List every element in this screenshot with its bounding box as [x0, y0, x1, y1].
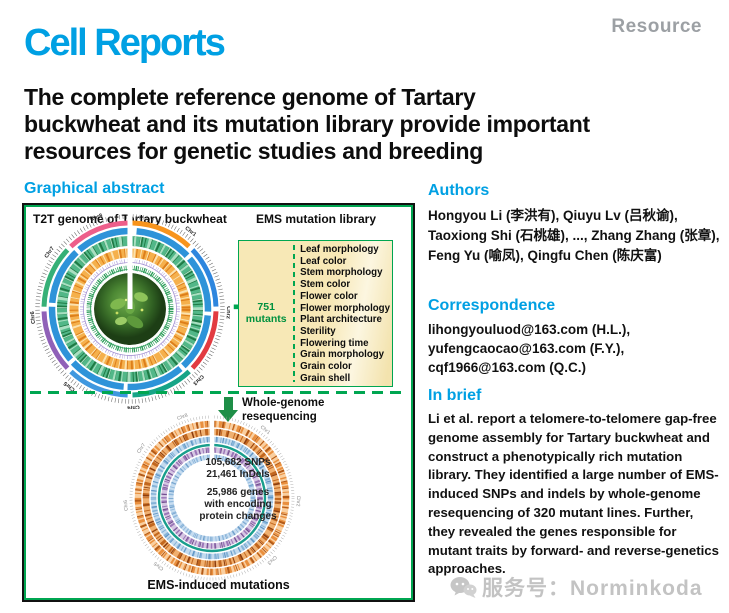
- svg-text:Chr6: Chr6: [123, 500, 130, 512]
- graphical-abstract-heading: Graphical abstract: [24, 180, 165, 197]
- svg-text:Chr7: Chr7: [136, 442, 147, 454]
- article-title-line: resources for genetic studies and breedi…: [24, 138, 484, 164]
- trait-item: Stem color: [300, 279, 351, 291]
- watermark-label: 服务号：Norminkoda: [482, 577, 703, 600]
- authors-heading: Authors: [428, 182, 490, 199]
- trait-item: Leaf morphology: [300, 244, 379, 255]
- ems-library-title: EMS mutation library: [255, 212, 377, 226]
- resource-type-label: Resource: [611, 16, 702, 37]
- watermark: 服务号：Norminkoda: [450, 572, 703, 602]
- journal-logo: Cell Reports: [24, 22, 226, 64]
- trait-item: Stem morphology: [300, 267, 383, 279]
- correspondence-heading: Correspondence: [428, 297, 556, 314]
- in-brief-heading: In brief: [428, 387, 482, 404]
- svg-text:Chr3: Chr3: [266, 554, 278, 566]
- svg-text:Chr1: Chr1: [184, 226, 198, 238]
- trait-item: Grain morphology: [300, 349, 385, 361]
- resequencing-label: Whole-genome resequencing: [242, 397, 325, 424]
- graphical-abstract-panel: T2T genome of Tartary buckwheat EMS muta…: [22, 203, 415, 602]
- trait-item: Flowering time: [300, 337, 369, 349]
- authors-names: Hongyou Li (李洪有), Qiuyu Lv (吕秋谕), Taoxio…: [428, 208, 720, 263]
- mutation-stats: 105,682 SNPs 21,461 InDels 25,986 genes …: [160, 457, 316, 523]
- indel-count: 21,461 InDels: [206, 469, 270, 480]
- svg-text:Chr2: Chr2: [225, 306, 230, 319]
- trait-item: Sterility: [300, 325, 336, 337]
- snp-count: 105,682 SNPs: [205, 457, 271, 468]
- trait-item: Flower color: [300, 290, 358, 302]
- t2t-circos-plot: Chr1 Chr2 Chr3 Chr4 Chr5 Chr6 Chr7 Chr8: [30, 213, 230, 409]
- dashed-vertical-divider: [293, 245, 296, 382]
- svg-text:Chr3: Chr3: [192, 373, 205, 386]
- tick-ring: [35, 214, 225, 404]
- trait-list: Leaf morphology Leaf color Stem morpholo…: [295, 241, 392, 386]
- svg-text:Chr4: Chr4: [209, 581, 220, 587]
- mutation-circos-plot: Chr1 Chr2 Chr3 Chr4 Chr5 Chr6 Chr7 Chr8: [123, 412, 301, 587]
- gene-count: 25,986 genes: [206, 487, 270, 498]
- svg-text:Chr7: Chr7: [44, 246, 56, 260]
- ems-library-box: 751 mutants Leaf morphology Leaf color S…: [238, 240, 393, 387]
- correspondence-emails: lihongyouluod@163.com (H.L.), yufengcaoc…: [428, 322, 631, 375]
- trait-item: Grain color: [300, 361, 352, 373]
- dashed-horizontal-divider: [30, 391, 408, 394]
- svg-text:Chr2: Chr2: [295, 496, 301, 507]
- svg-text:Chr4: Chr4: [126, 404, 140, 409]
- svg-text:Chr5: Chr5: [153, 560, 165, 572]
- svg-text:Chr8: Chr8: [176, 412, 188, 421]
- chromosome-labels: Chr1 Chr2 Chr3 Chr4 Chr5 Chr6 Chr7 Chr8: [123, 412, 301, 587]
- in-brief-text: Li et al. report a telomere-to-telomere …: [428, 411, 719, 577]
- trait-item: Flower morphology: [300, 302, 390, 314]
- gene-count-line: with encoding: [204, 499, 272, 510]
- article-title: The complete reference genome of Tartary…: [24, 84, 714, 165]
- article-title-line: The complete reference genome of Tartary: [24, 84, 476, 110]
- mutants-count: 751 mutants: [245, 300, 287, 325]
- svg-text:Chr6: Chr6: [30, 311, 37, 324]
- trait-item: Leaf color: [300, 255, 347, 267]
- ems-induced-mutations-caption: EMS-induced mutations: [147, 578, 290, 592]
- svg-text:Chr8: Chr8: [90, 213, 104, 223]
- svg-text:Chr1: Chr1: [259, 425, 271, 437]
- article-title-line: buckwheat and its mutation library provi…: [24, 111, 590, 137]
- wechat-icon: [450, 576, 477, 598]
- trait-item: Grain shell: [300, 372, 351, 384]
- gene-count-line: protein changes: [199, 511, 277, 522]
- trait-item: Plant architecture: [300, 314, 382, 326]
